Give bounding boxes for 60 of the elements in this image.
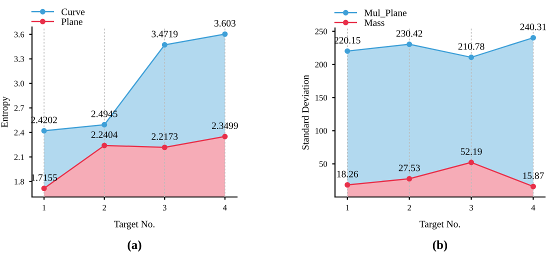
point (530, 34, 536, 41)
data-label: 18.26 (337, 170, 358, 178)
x-tick-label: 4 (223, 204, 227, 210)
data-label: 220.15 (334, 37, 360, 44)
legend-label: Mul_Plane (364, 9, 406, 18)
y-axis-title: Entropy (1, 96, 10, 128)
y-tick-label: 3.3 (14, 56, 24, 62)
y-axis-title: Standard Deviation (302, 74, 309, 150)
legend-label: Mass (364, 20, 384, 26)
data-label: 3.603 (214, 20, 236, 27)
x-tick-label: 1 (346, 204, 349, 210)
point (406, 176, 412, 182)
data-label: 2.3499 (212, 122, 238, 130)
y-tick-label: 2.4 (14, 130, 24, 136)
point (468, 160, 474, 166)
legend-label: Curve (62, 8, 85, 16)
point (344, 48, 350, 54)
y-tick-label: 3.6 (14, 32, 24, 38)
data-label: 15.87 (523, 172, 544, 179)
y-tick-label: 2.1 (14, 154, 24, 160)
point (41, 128, 47, 134)
point (162, 144, 168, 150)
x-tick-label: 3 (162, 204, 166, 211)
data-label: 240.31 (520, 24, 546, 30)
data-label: 52.19 (460, 148, 482, 155)
point (222, 134, 228, 140)
y-tick-label: 150 (316, 94, 328, 101)
x-tick-label: 2 (102, 204, 106, 210)
point (102, 122, 108, 128)
y-tick-label: 2.7 (14, 105, 24, 111)
point (468, 54, 474, 60)
x-tick-label: 2 (408, 204, 411, 210)
data-label: 27.53 (398, 164, 420, 172)
point (162, 42, 168, 48)
data-label: 230.42 (396, 30, 422, 37)
x-axis-title: Target No. (420, 220, 460, 230)
point (222, 31, 228, 37)
text: (a) (128, 240, 142, 252)
x-tick-label: 3 (470, 204, 474, 211)
point (344, 182, 350, 188)
data-label: 3.4719 (152, 30, 178, 38)
point (406, 42, 412, 48)
data-label: 1.7155 (32, 174, 58, 181)
y-tick-label: 3.0 (14, 80, 24, 86)
point (41, 186, 47, 192)
y-tick-label: 250 (315, 28, 328, 34)
data-label: 2.2173 (152, 133, 178, 140)
y-tick-label: 50 (320, 161, 328, 167)
point (102, 142, 108, 148)
x-axis-title: Target No. (114, 220, 154, 230)
x-tick-label: 1 (42, 204, 46, 210)
x-tick-label: 4 (531, 204, 536, 210)
text: (b) (432, 240, 448, 252)
y-tick-label: 1.8 (14, 178, 24, 184)
point (530, 184, 536, 190)
legend-label: Plane (61, 18, 82, 26)
y-tick-label: 100 (316, 128, 328, 134)
data-label: 2.2404 (91, 131, 118, 138)
data-label: 210.78 (458, 43, 484, 50)
y-tick-label: 200 (315, 62, 328, 68)
